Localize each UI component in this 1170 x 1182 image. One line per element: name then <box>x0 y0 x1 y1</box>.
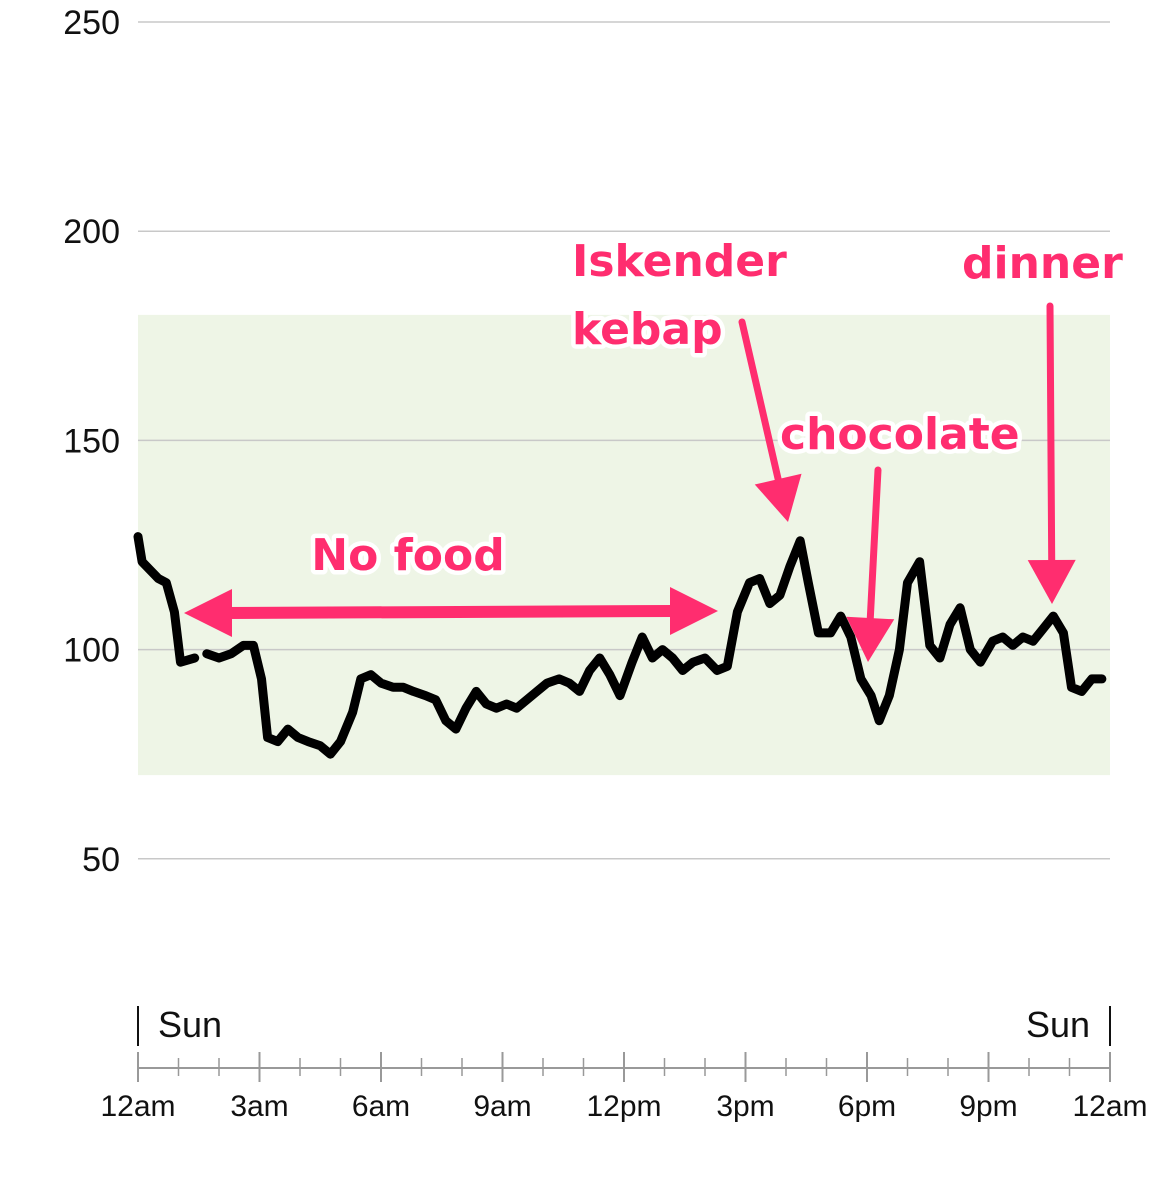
annotation-no-food-text: No food <box>311 530 504 581</box>
y-axis-labels: 50 100 150 200 250 <box>63 4 120 879</box>
arrow-chocolate-shaft <box>866 466 882 622</box>
y-tick-label: 250 <box>63 4 120 42</box>
glucose-line <box>133 532 1107 759</box>
x-axis: 12am 3am 6am 9am 12pm 3pm 6pm 9pm 12am Sun Sun <box>100 1004 1147 1123</box>
annotation-chocolate-text: chocolate <box>780 409 1020 460</box>
target-range-band <box>138 314 1110 776</box>
x-tick-label: 6am <box>352 1090 410 1123</box>
arrow-no-food-shaft <box>222 605 680 619</box>
x-tick-label: 12am <box>100 1090 175 1123</box>
x-tick-label: 12pm <box>586 1090 661 1123</box>
x-tick-label: 6pm <box>838 1090 896 1123</box>
x-tick-label: 12am <box>1072 1090 1147 1123</box>
arrow-iskender-kebap-head <box>754 473 802 522</box>
arrow-no-food-head-right <box>670 587 718 635</box>
y-tick-label: 150 <box>63 422 120 460</box>
arrow-no-food-head-left <box>184 589 232 637</box>
x-tick-label: 9am <box>473 1090 531 1123</box>
series-line-segment <box>202 536 1107 759</box>
y-tick-label: 100 <box>63 632 120 670</box>
annotation-iskender-kebap-text: kebap <box>572 304 723 355</box>
annotation-dinner-text: dinner <box>962 238 1123 289</box>
arrow-iskender-kebap-shaft <box>738 318 782 483</box>
arrow-dinner-head <box>1027 559 1076 604</box>
arrow-dinner-shaft <box>1046 302 1056 564</box>
y-tick-label: 50 <box>82 841 120 879</box>
x-tick-label: 9pm <box>959 1090 1017 1123</box>
annotations: No food Iskender kebap chocolate dinner <box>184 232 1128 662</box>
day-label-end: Sun <box>1026 1004 1090 1045</box>
x-tick-label: 3am <box>230 1090 288 1123</box>
annotation-iskender-kebap-text: Iskender <box>572 236 787 287</box>
arrow-chocolate-head <box>846 616 895 662</box>
x-tick-label: 3pm <box>716 1090 774 1123</box>
gridlines <box>138 21 1110 860</box>
y-tick-label: 200 <box>63 213 120 251</box>
day-label-start: Sun <box>158 1004 222 1045</box>
